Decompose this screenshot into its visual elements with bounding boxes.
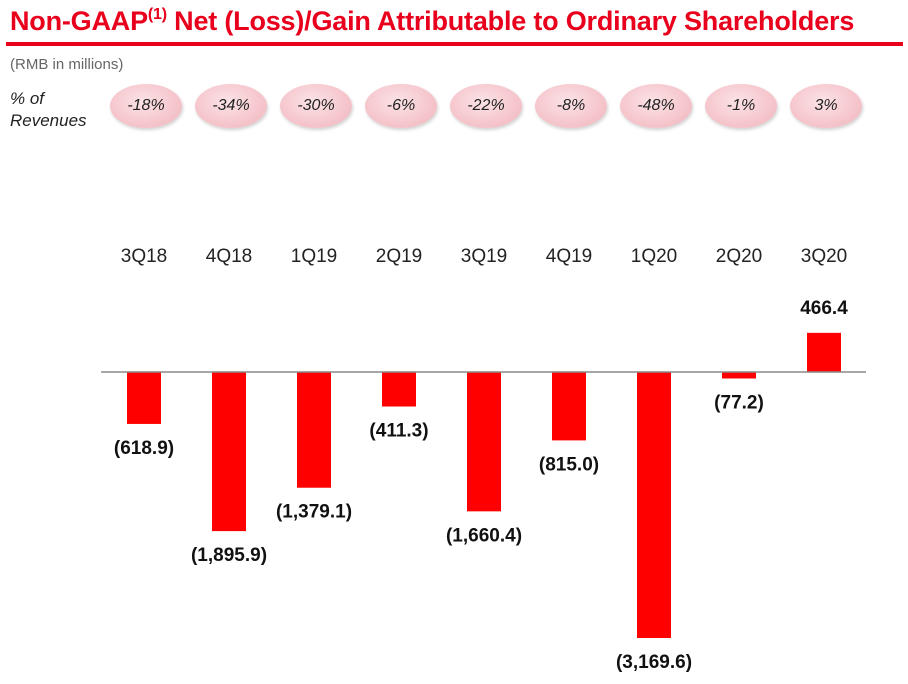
pct-label-line1: % of: [10, 89, 45, 108]
value-label-1q20: (3,169.6): [616, 652, 692, 673]
category-label-2q19: 2Q19: [376, 246, 422, 267]
units-label: (RMB in millions): [10, 56, 124, 73]
category-label-2q20: 2Q20: [716, 246, 762, 267]
category-label-4q18: 4Q18: [206, 246, 252, 267]
pct-of-revenues-label: % of Revenues: [10, 88, 87, 132]
pct-pill-1: -34%: [195, 84, 267, 128]
title-rest: Net (Loss)/Gain Attributable to Ordinary…: [166, 6, 855, 36]
category-label-3q20: 3Q20: [801, 246, 847, 267]
category-label-4q19: 4Q19: [546, 246, 592, 267]
pct-pill-2: -30%: [280, 84, 352, 128]
bar-4q18: [212, 372, 246, 532]
category-label-1q19: 1Q19: [291, 246, 337, 267]
value-labels: (618.9) (1,895.9) (1,379.1) (411.3) (1,660.4…: [114, 298, 848, 673]
title-footnote-marker: (1): [147, 6, 167, 23]
bar-1q20: [637, 372, 671, 638]
bar-2q19: [382, 372, 416, 407]
pct-label-line2: Revenues: [10, 111, 87, 130]
bar-2q20: [722, 372, 756, 379]
pct-pill-6: -48%: [620, 84, 692, 128]
bar-1q19: [297, 372, 331, 488]
category-label-3q18: 3Q18: [121, 246, 167, 267]
pct-pill-8: 3%: [790, 84, 862, 128]
value-label-3q19: (1,660.4): [446, 525, 522, 546]
pct-pill-0: -18%: [110, 84, 182, 128]
value-label-1q19: (1,379.1): [276, 502, 352, 523]
title-main: Non-GAAP: [10, 6, 148, 36]
pct-pill-4: -22%: [450, 84, 522, 128]
bar-3q19: [467, 372, 501, 512]
pct-pill-5: -8%: [535, 84, 607, 128]
title-underline: [6, 42, 903, 46]
value-label-4q19: (815.0): [539, 454, 599, 475]
pct-pill-3: -6%: [365, 84, 437, 128]
category-label-1q20: 1Q20: [631, 246, 677, 267]
pct-pill-7: -1%: [705, 84, 777, 128]
value-label-2q20: (77.2): [714, 392, 764, 413]
category-label-3q19: 3Q19: [461, 246, 507, 267]
bars: [127, 332, 841, 638]
value-label-3q18: (618.9): [114, 438, 174, 459]
bar-3q20: [807, 332, 841, 372]
value-label-4q18: (1,895.9): [191, 545, 267, 566]
category-labels: 3Q18 4Q18 1Q19 2Q19 3Q19 4Q19 1Q20 2Q20 3Q20: [121, 246, 847, 267]
bar-4q19: [552, 372, 586, 441]
value-label-3q20: 466.4: [800, 298, 848, 319]
page-title: Non-GAAP(1) Net (Loss)/Gain Attributable…: [10, 6, 854, 37]
value-label-2q19: (411.3): [369, 421, 428, 442]
bar-3q18: [127, 372, 161, 424]
